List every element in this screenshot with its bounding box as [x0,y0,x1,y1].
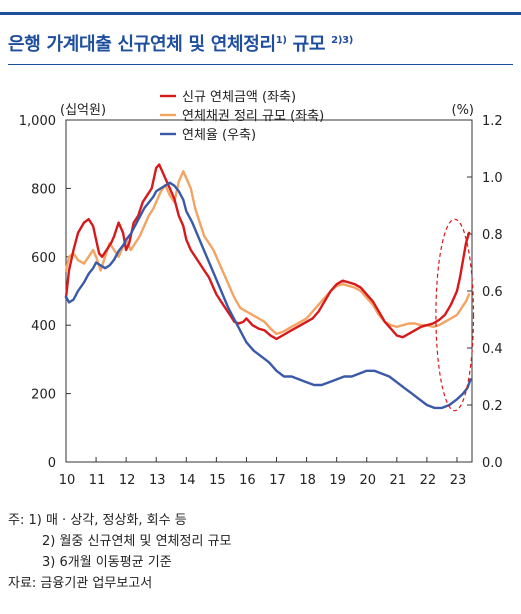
legend-label: 신규 연체금액 (좌축) [182,90,296,105]
title-divider [8,64,513,65]
x-tick-label: 20 [359,473,376,488]
x-tick-label: 19 [329,473,346,488]
title-footnote-1: 1) [275,35,287,46]
right-tick-label: 1.0 [482,171,503,186]
x-tick-label: 14 [179,473,196,488]
x-tick-label: 18 [299,473,316,488]
right-axis-unit: (%) [452,103,475,118]
x-tick-label: 10 [59,473,76,488]
left-tick-label: 600 [31,251,56,266]
note-2: 2) 월중 신규연체 및 연체정리 규모 [42,534,232,549]
title-suffix: 규모 [286,34,326,55]
x-tick-label: 17 [269,473,286,488]
title-main: 은행 가계대출 신규연체 및 연체정리 [8,34,276,55]
left-tick-label: 0 [48,456,56,471]
x-tick-label: 16 [239,473,256,488]
x-tick-label: 11 [89,473,106,488]
source-note: 자료: 금융기관 업무보고서 [8,576,153,591]
footnotes: 주: 1) 매 · 상각, 정상화, 회수 등 2) 월중 신규연체 및 연체정… [8,510,232,594]
x-tick-label: 22 [420,473,437,488]
note-1: 주: 1) 매 · 상각, 정상화, 회수 등 [8,510,232,531]
series-delinquency-rate [64,181,472,410]
note-1-text: 매 · 상각, 정상화, 회수 등 [45,513,187,528]
line-chart: 0 200 400 600 800 1,000 0.0 0.2 0.4 0.6 0.8 1.0 1.2 1… [19,90,503,488]
top-accent-bar [0,12,521,15]
chart-title: 은행 가계대출 신규연체 및 연체정리1) 규모 2)3) [8,30,353,56]
note-3: 3) 6개월 이동평균 기준 [42,555,172,570]
x-tick-label: 21 [390,473,407,488]
right-tick-label: 1.2 [482,114,503,129]
left-tick-label: 1,000 [19,114,56,129]
highlight-ellipse [435,218,475,412]
right-tick-label: 0.6 [482,285,503,300]
series-new-delinquency [64,163,471,341]
left-tick-label: 800 [31,182,56,197]
legend-label: 연체채권 정리 규모 (좌축) [182,109,324,124]
series-cleared-delinquency [64,170,471,335]
x-tick-label: 15 [209,473,226,488]
right-tick-label: 0.8 [482,228,503,243]
note-1-prefix: 주: 1) [8,513,42,528]
plot-frame [65,119,473,463]
legend-label: 연체율 (우축) [182,128,256,143]
left-axis-unit: (십억원) [60,103,106,118]
left-tick-label: 400 [31,319,56,334]
left-tick-label: 200 [31,388,56,403]
x-tick-label: 12 [119,473,136,488]
title-footnote-2: 2)3) [331,35,354,46]
right-tick-label: 0.4 [482,342,503,357]
x-tick-label: 13 [149,473,166,488]
right-tick-label: 0.2 [482,399,503,414]
x-tick-label: 23 [450,473,467,488]
right-tick-label: 0.0 [482,456,503,471]
